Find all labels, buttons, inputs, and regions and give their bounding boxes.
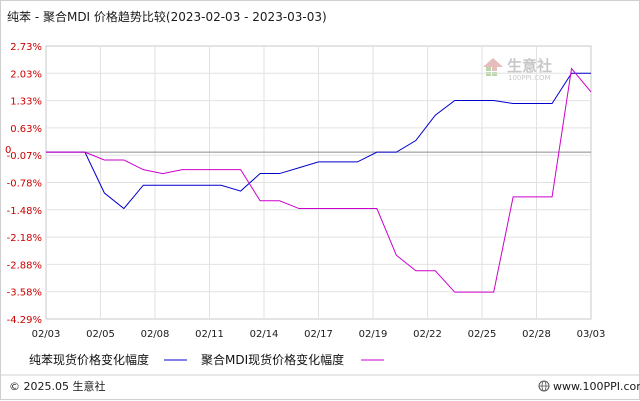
series-lines	[46, 67, 592, 293]
chart-title: 纯苯 - 聚合MDI 价格趋势比较(2023-02-03 - 2023-03-0…	[7, 9, 327, 24]
x-tick-label: 02/11	[195, 329, 224, 340]
y-tick-label: 2.73%	[10, 42, 42, 53]
y-tick-label: -4.29%	[7, 315, 42, 326]
y-tick-label: -0.07%	[7, 151, 42, 162]
x-tick-label: 02/14	[250, 329, 279, 340]
x-tick-label: 02/17	[304, 329, 333, 340]
globe-icon	[538, 380, 550, 392]
y-tick-label: -2.18%	[7, 233, 42, 244]
y-tick-label: -3.58%	[7, 288, 42, 299]
x-tick-label: 02/05	[86, 329, 115, 340]
y-tick-label: -1.48%	[7, 206, 42, 217]
y-axis-ticks: 2.73% 2.03% 1.33% 0.63% -0.07% -0.78% -1.48% -2…	[5, 42, 42, 326]
series-line-1	[46, 67, 592, 293]
zero-label: 0	[5, 145, 11, 156]
x-tick-label: 02/22	[413, 329, 442, 340]
x-tick-label: 02/28	[522, 329, 551, 340]
legend: 纯苯现货价格变化幅度 聚合MDI现货价格变化幅度	[29, 352, 384, 367]
grid-lines	[46, 46, 591, 319]
watermark-brand: 生意社	[507, 57, 552, 75]
y-tick-label: 1.33%	[10, 97, 42, 108]
watermark-house-icon	[483, 58, 503, 76]
x-tick-label: 02/03	[32, 329, 61, 340]
y-tick-label: -0.78%	[7, 179, 42, 190]
y-tick-label: 2.03%	[10, 69, 42, 80]
footer-website: www.100PPI.com	[553, 380, 640, 393]
watermark-sub: 100PPI.COM	[508, 74, 551, 82]
legend-label-mdi: 聚合MDI现货价格变化幅度	[201, 352, 344, 367]
y-tick-label: 0.63%	[10, 124, 42, 135]
x-tick-label: 02/25	[468, 329, 497, 340]
watermark: 生意社 100PPI.COM	[483, 57, 552, 82]
x-tick-label: 02/19	[359, 329, 388, 340]
series-line-0	[46, 72, 591, 210]
y-tick-label: -2.88%	[7, 260, 42, 271]
footer-copyright: © 2025.05 生意社	[9, 379, 105, 393]
x-tick-label: 02/08	[141, 329, 170, 340]
x-tick-label: 03/03	[577, 329, 606, 340]
legend-label-benzene: 纯苯现货价格变化幅度	[29, 352, 149, 367]
x-axis-ticks: 02/03 02/05 02/08 02/11 02/14 02/17 02/19 02/22…	[32, 329, 606, 340]
